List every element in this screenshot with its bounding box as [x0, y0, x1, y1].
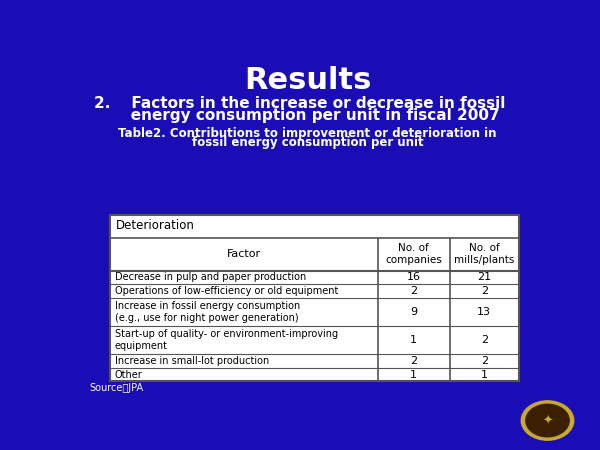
Text: 13: 13	[477, 307, 491, 317]
Text: 16: 16	[407, 273, 421, 283]
Text: 2: 2	[410, 286, 417, 297]
Text: 2: 2	[481, 356, 488, 366]
Text: No. of
companies: No. of companies	[385, 243, 442, 266]
Text: energy consumption per unit in fiscal 2007: energy consumption per unit in fiscal 20…	[94, 108, 499, 123]
Text: Factor: Factor	[227, 249, 261, 259]
Text: Source：JPA: Source：JPA	[89, 383, 143, 393]
Text: 2: 2	[481, 286, 488, 297]
Text: fossil energy consumption per unit: fossil energy consumption per unit	[191, 136, 424, 149]
Text: 1: 1	[410, 335, 417, 345]
Text: Increase in small-lot production: Increase in small-lot production	[115, 356, 269, 366]
Text: 9: 9	[410, 307, 417, 317]
Text: 2.    Factors in the increase or decrease in fossil: 2. Factors in the increase or decrease i…	[94, 95, 505, 111]
Text: Other: Other	[115, 369, 142, 379]
Text: 2: 2	[410, 356, 417, 366]
Circle shape	[526, 404, 569, 437]
Text: Table2. Contributions to improvement or deterioration in: Table2. Contributions to improvement or …	[118, 127, 497, 140]
Text: 21: 21	[477, 273, 491, 283]
Text: 1: 1	[481, 369, 488, 379]
Text: Deterioration: Deterioration	[115, 219, 194, 232]
Text: Decrease in pulp and paper production: Decrease in pulp and paper production	[115, 273, 306, 283]
Text: ✦: ✦	[542, 415, 553, 428]
Circle shape	[521, 401, 574, 440]
Text: Start-up of quality- or environment-improving
equipment: Start-up of quality- or environment-impr…	[115, 328, 338, 351]
Text: 1: 1	[410, 369, 417, 379]
Text: Increase in fossil energy consumption
(e.g., use for night power generation): Increase in fossil energy consumption (e…	[115, 301, 300, 324]
Text: 2: 2	[481, 335, 488, 345]
Text: Operations of low-efficiency or old equipment: Operations of low-efficiency or old equi…	[115, 286, 338, 297]
Text: No. of
mills/plants: No. of mills/plants	[454, 243, 514, 266]
Text: Results: Results	[244, 66, 371, 95]
